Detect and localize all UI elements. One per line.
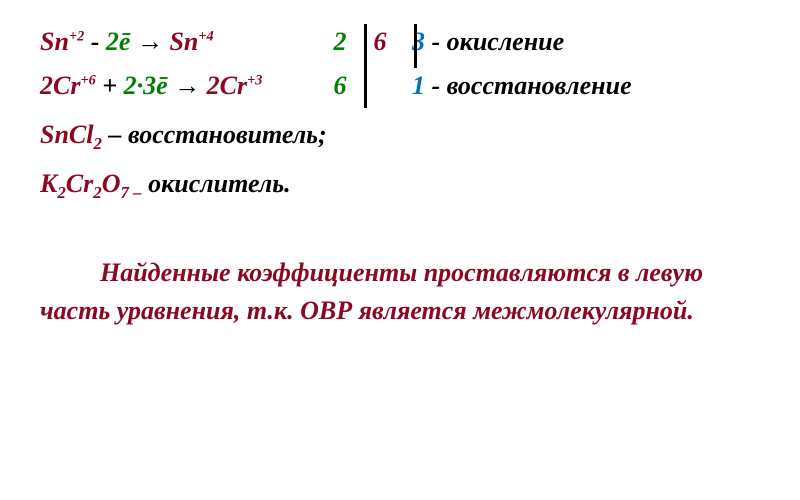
- line-4: K2Cr2O7 – окислитель.: [40, 163, 760, 206]
- eq2-sup2: +3: [247, 72, 262, 88]
- equation-2: 2Cr+6 + 2·3ē → 2Cr+3 6 1 - восстановлени…: [40, 64, 760, 108]
- eq2-cr: Cr: [53, 71, 80, 100]
- l4-s1: 2: [57, 183, 65, 202]
- eq2-label: 1 - восстановление: [400, 71, 632, 101]
- l4-text: окислитель.: [142, 169, 291, 198]
- eq1-sn1: Sn: [40, 27, 69, 56]
- equation-1: Sn+2 - 2ē → Sn+4 2 6 3 - окисление: [40, 20, 760, 64]
- eq1-sup2: +4: [198, 28, 213, 44]
- eq1-label: 3 - окисление: [400, 27, 564, 57]
- l3-text: – восстановитель;: [102, 120, 327, 149]
- line-3: SnCl2 – восстановитель;: [40, 114, 760, 157]
- eq2-mult-green: 6: [320, 71, 360, 101]
- eq1-left: Sn+2 - 2ē → Sn+4: [40, 27, 320, 57]
- eq2-cr2: Cr: [220, 71, 247, 100]
- equations-block: Sn+2 - 2ē → Sn+4 2 6 3 - окисление 2Cr+6…: [40, 20, 760, 108]
- l3-sub: 2: [94, 134, 102, 153]
- eq2-label-text: - восстановление: [425, 71, 632, 100]
- l4-cr: Cr: [66, 169, 93, 198]
- vertical-divider-2: [414, 24, 417, 68]
- eq2-arrow: →: [168, 71, 207, 100]
- eq2-two: 2: [40, 71, 53, 100]
- eq1-2e: 2ē: [106, 27, 131, 56]
- eq2-two-b: 2: [207, 71, 220, 100]
- vertical-divider-1: [364, 24, 367, 108]
- eq2-label-num: 1: [412, 71, 425, 100]
- l4-s3: 7 –: [121, 183, 142, 202]
- l4-o: O: [102, 169, 121, 198]
- eq2-sup1: +6: [80, 72, 95, 88]
- l4-k: K: [40, 169, 57, 198]
- eq1-minus: -: [84, 27, 106, 56]
- eq2-coef: 2·3ē: [124, 71, 168, 100]
- paragraph: Найденные коэффициенты проставляются в л…: [40, 254, 760, 329]
- eq1-sup1: +2: [69, 28, 84, 44]
- eq1-mult-green: 2: [320, 27, 360, 57]
- eq2-left: 2Cr+6 + 2·3ē → 2Cr+3: [40, 71, 320, 101]
- l4-s2: 2: [93, 183, 101, 202]
- eq1-label-text: - окисление: [425, 27, 564, 56]
- eq1-arrow: →: [130, 27, 169, 56]
- l3-formula: SnCl: [40, 120, 94, 149]
- eq1-sn2: Sn: [169, 27, 198, 56]
- eq2-plus: +: [96, 71, 124, 100]
